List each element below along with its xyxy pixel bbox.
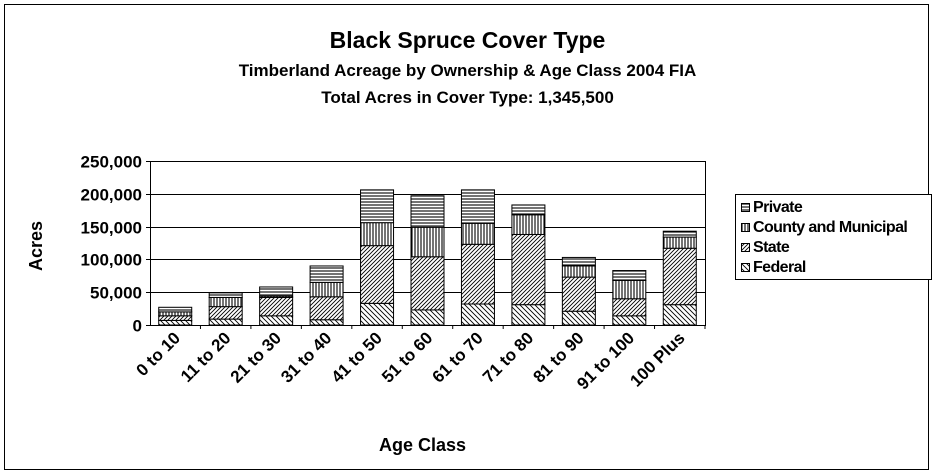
bar-segment	[561, 310, 596, 326]
bar-segment	[360, 189, 395, 224]
bar-segment	[309, 296, 344, 321]
bar-segment	[612, 298, 647, 317]
bar-segment	[460, 303, 495, 326]
chart-title: Black Spruce Cover Type	[329, 27, 606, 53]
bar-segment	[612, 279, 647, 300]
y-axis-title: Acres	[26, 221, 46, 271]
x-tick-label: 21 to 30	[227, 328, 285, 386]
x-tick-label: 41 to 50	[328, 328, 386, 386]
legend-label-private: Private	[753, 199, 803, 216]
x-tick-label: 11 to 20	[177, 328, 235, 386]
bar-segment	[561, 276, 596, 312]
x-tick-label: 31 to 40	[277, 328, 335, 386]
x-tick-label: 71 to 80	[479, 328, 537, 386]
legend-label-federal: Federal	[753, 259, 806, 276]
bar-segment	[208, 296, 243, 308]
bar-segment	[662, 304, 697, 326]
bar-segment	[360, 302, 395, 326]
chart-total-acres: Total Acres in Cover Type: 1,345,500	[321, 88, 614, 107]
bar-segment	[309, 265, 344, 283]
y-tick-label: 150,000	[81, 219, 142, 238]
bar-segment	[410, 309, 445, 326]
x-tick-label: 100 Plus	[626, 328, 688, 390]
bar-segment	[410, 226, 445, 258]
bar-segment	[511, 204, 546, 216]
legend-label-county: County and Municipal	[753, 219, 908, 236]
bar-segment	[208, 306, 243, 320]
y-tick-label: 0	[133, 317, 142, 336]
y-tick-label: 100,000	[81, 251, 142, 270]
x-axis-title: Age Class	[379, 435, 466, 455]
bar-segment	[511, 214, 546, 235]
bar-segment	[309, 281, 344, 298]
bar-segment	[360, 222, 395, 247]
bar-segment	[561, 256, 596, 267]
bar-segment	[662, 236, 697, 249]
plot-area	[150, 161, 706, 326]
bar-segment	[410, 256, 445, 311]
y-tick-label: 250,000	[81, 153, 142, 172]
y-tick-label: 50,000	[90, 284, 142, 303]
bar-segment	[612, 270, 647, 281]
legend-label-state: State	[753, 239, 790, 256]
chart-subtitle: Timberland Acreage by Ownership & Age Cl…	[238, 61, 697, 80]
bar-segment	[360, 245, 395, 304]
bar-segment	[158, 306, 193, 313]
bar-segment	[460, 189, 495, 224]
bar-segment	[460, 222, 495, 245]
bar-segment	[208, 292, 243, 298]
legend-swatch-state	[741, 243, 750, 252]
bar-segment	[662, 247, 697, 306]
x-tick-label: 51 to 60	[378, 328, 436, 386]
bar-segment	[511, 304, 546, 326]
bar-segment	[511, 233, 546, 306]
bar-segment	[561, 265, 596, 278]
bar-segment	[158, 315, 193, 321]
x-tick-label: 61 to 70	[429, 328, 487, 386]
bar-segment	[309, 319, 344, 326]
bar-segment	[460, 243, 495, 305]
bar-segment	[259, 286, 294, 297]
bar-segment	[410, 195, 445, 228]
legend-swatch-county	[741, 223, 750, 232]
bar-segment	[662, 230, 697, 238]
legend-swatch-federal	[741, 263, 750, 272]
bar-segment	[208, 318, 243, 326]
bar-segment	[612, 315, 647, 326]
bar-segment	[259, 315, 294, 326]
bar-segment	[158, 311, 193, 317]
bar-segment	[158, 319, 193, 326]
bar-segment	[259, 296, 294, 317]
legend-swatch-private	[741, 203, 750, 212]
legend: Private County and Municipal State Feder…	[735, 194, 932, 280]
y-tick-label: 200,000	[81, 186, 142, 205]
